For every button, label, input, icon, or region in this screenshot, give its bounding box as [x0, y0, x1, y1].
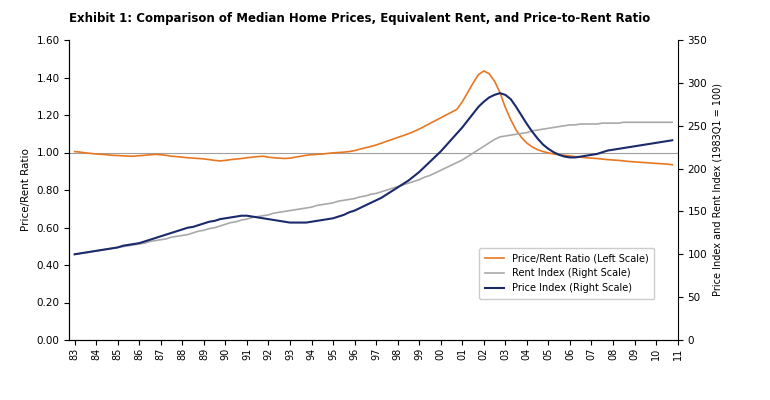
Price/Rent Ratio (Left Scale)	[479, 68, 488, 73]
Rent Index (Right Scale)	[403, 181, 413, 186]
Rent Index (Right Scale)	[474, 147, 483, 152]
Price/Rent Ratio (Left Scale)	[668, 162, 677, 167]
Y-axis label: Price Index and Rent Index (1983Q1 = 100): Price Index and Rent Index (1983Q1 = 100…	[712, 84, 722, 296]
Line: Price/Rent Ratio (Left Scale): Price/Rent Ratio (Left Scale)	[75, 71, 672, 165]
Price/Rent Ratio (Left Scale)	[280, 156, 290, 161]
Rent Index (Right Scale)	[70, 252, 79, 257]
Price Index (Right Scale)	[538, 142, 547, 147]
Rent Index (Right Scale)	[651, 120, 661, 125]
Price Index (Right Scale)	[668, 138, 677, 143]
Price Index (Right Scale)	[506, 97, 515, 102]
Rent Index (Right Scale)	[619, 120, 628, 125]
Price Index (Right Scale)	[280, 219, 290, 224]
Rent Index (Right Scale)	[280, 209, 290, 214]
Price Index (Right Scale)	[70, 252, 79, 257]
Price/Rent Ratio (Left Scale)	[538, 149, 547, 154]
Price Index (Right Scale)	[651, 140, 661, 145]
Line: Price Index (Right Scale): Price Index (Right Scale)	[75, 93, 672, 254]
Price Index (Right Scale)	[495, 91, 504, 96]
Legend: Price/Rent Ratio (Left Scale), Rent Index (Right Scale), Price Index (Right Scal: Price/Rent Ratio (Left Scale), Rent Inde…	[479, 248, 654, 299]
Price/Rent Ratio (Left Scale)	[474, 72, 483, 77]
Price/Rent Ratio (Left Scale)	[403, 131, 413, 136]
Y-axis label: Price/Rent Ratio: Price/Rent Ratio	[21, 148, 31, 232]
Price/Rent Ratio (Left Scale)	[506, 117, 515, 122]
Price Index (Right Scale)	[474, 104, 483, 109]
Line: Rent Index (Right Scale): Rent Index (Right Scale)	[75, 122, 672, 254]
Price Index (Right Scale)	[403, 178, 413, 183]
Price/Rent Ratio (Left Scale)	[651, 161, 661, 166]
Rent Index (Right Scale)	[500, 134, 510, 138]
Price/Rent Ratio (Left Scale)	[70, 149, 79, 154]
Text: Exhibit 1: Comparison of Median Home Prices, Equivalent Rent, and Price-to-Rent : Exhibit 1: Comparison of Median Home Pri…	[69, 12, 651, 25]
Rent Index (Right Scale)	[668, 120, 677, 125]
Rent Index (Right Scale)	[533, 128, 542, 132]
